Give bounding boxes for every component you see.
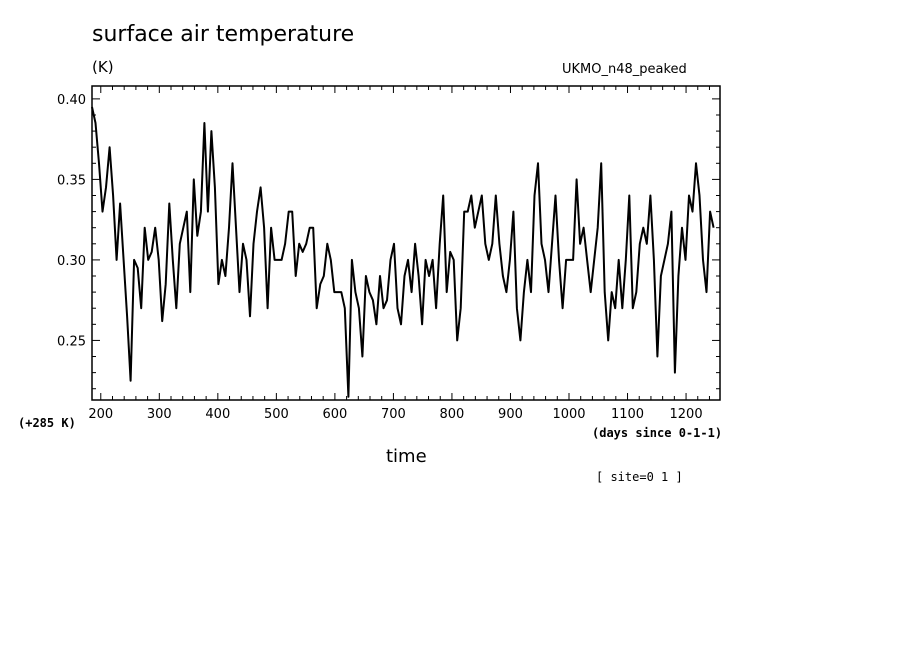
x-tick-label: 300: [147, 407, 172, 422]
y-offset-note: (+285 K): [18, 416, 76, 430]
x-tick-label: 500: [264, 407, 289, 422]
x-tick-label: 700: [381, 407, 406, 422]
y-tick-label: 0.30: [57, 254, 86, 269]
series-group: [91, 106, 715, 398]
x-tick-label: 200: [88, 407, 113, 422]
x-tick-label: 1000: [552, 407, 585, 422]
x-tick-label: 1100: [611, 407, 644, 422]
site-note: [ site=0 1 ]: [596, 470, 683, 484]
x-units-note: (days since 0-1-1): [592, 426, 723, 440]
x-tick-label: 600: [322, 407, 347, 422]
axes-group: 200 300 400 500 600 700 800 900 1000 1100 1200 0.25…: [57, 85, 721, 422]
chart-title: surface air temperature: [92, 22, 355, 47]
model-label: UKMO_n48_peaked: [562, 62, 687, 77]
x-tick-label: 400: [205, 407, 230, 422]
plot-frame: [91, 85, 721, 401]
x-tick-label: 900: [498, 407, 523, 422]
x-tick-label: 1200: [670, 407, 703, 422]
y-axis-units: (K): [92, 58, 114, 76]
y-tick-label: 0.35: [57, 173, 86, 188]
y-tick-label: 0.40: [57, 93, 86, 108]
x-tick-label: 800: [440, 407, 465, 422]
x-axis-label: time: [386, 446, 427, 467]
temperature-series-line: [91, 106, 715, 398]
y-tick-label: 0.25: [57, 334, 86, 349]
